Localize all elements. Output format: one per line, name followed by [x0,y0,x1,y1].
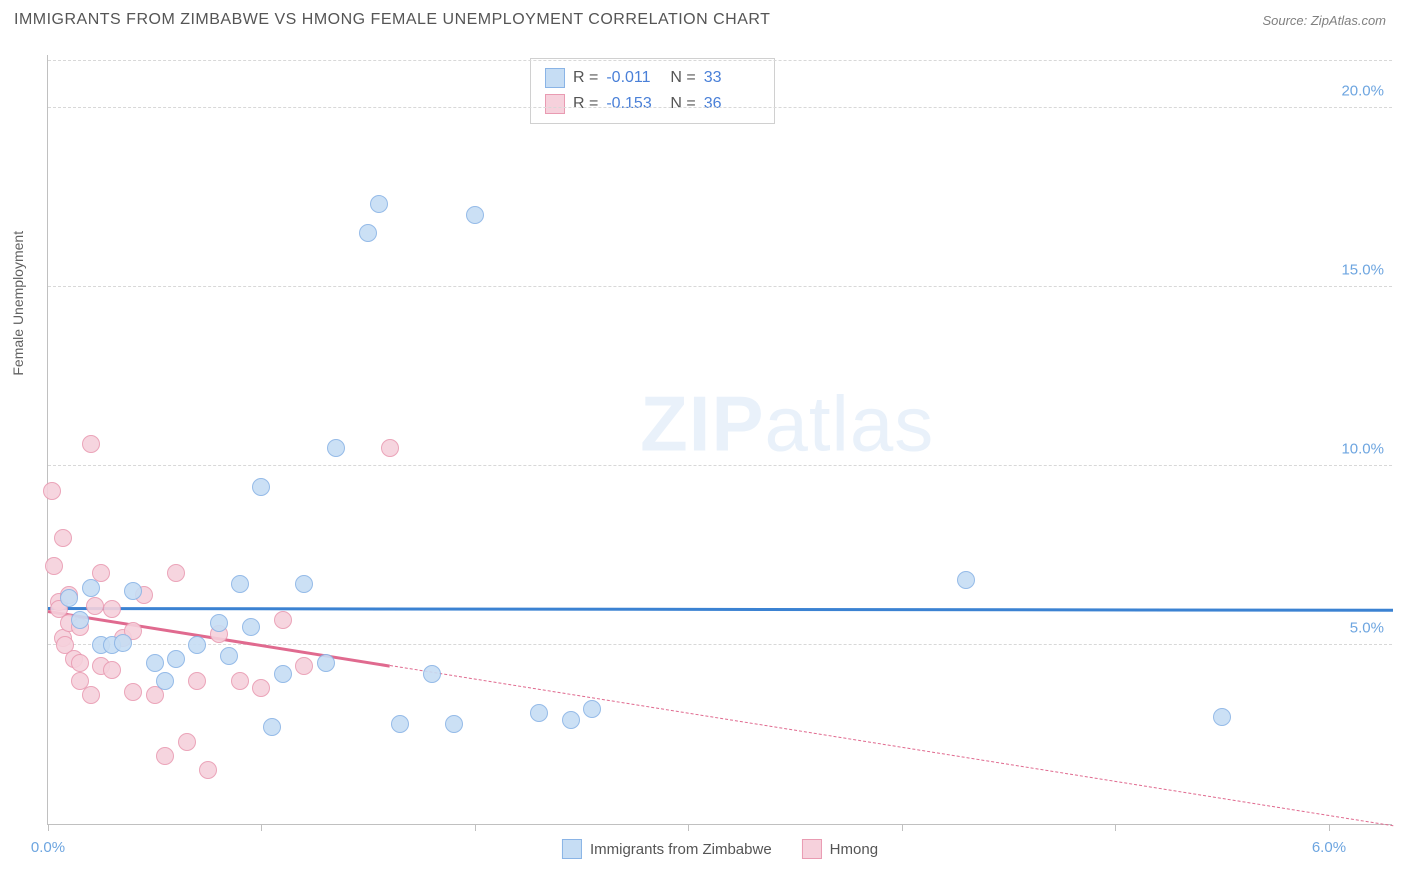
legend-item: Hmong [802,839,878,859]
data-point [60,589,78,607]
x-tick [1329,824,1330,831]
legend-label: Immigrants from Zimbabwe [590,841,772,858]
chart-source: Source: ZipAtlas.com [1262,13,1386,28]
data-point [252,478,270,496]
watermark: ZIPatlas [640,379,934,470]
n-value: 36 [704,91,760,117]
y-tick-label: 20.0% [1341,82,1384,99]
data-point [1213,708,1231,726]
data-point [466,206,484,224]
data-point [327,439,345,457]
data-point [231,575,249,593]
x-tick-label: 6.0% [1312,839,1346,856]
gridline [48,286,1392,287]
data-point [317,654,335,672]
data-point [124,683,142,701]
r-value: -0.011 [606,65,662,91]
legend-swatch [545,68,565,88]
data-point [263,718,281,736]
r-value: -0.153 [606,91,662,117]
data-point [242,618,260,636]
data-point [86,597,104,615]
data-point [167,650,185,668]
data-point [274,611,292,629]
data-point [82,686,100,704]
x-tick-label: 0.0% [31,839,65,856]
x-tick [902,824,903,831]
data-point [54,529,72,547]
data-point [199,761,217,779]
data-point [156,747,174,765]
data-point [381,439,399,457]
data-point [530,704,548,722]
data-point [103,661,121,679]
data-point [114,634,132,652]
data-point [188,672,206,690]
chart-plot-area: ZIPatlas R =-0.011N =33R =-0.153N =36 Im… [47,55,1392,825]
data-point [146,654,164,672]
data-point [359,224,377,242]
data-point [188,636,206,654]
legend-item: Immigrants from Zimbabwe [562,839,772,859]
y-tick-label: 10.0% [1341,440,1384,457]
r-label: R = [573,91,598,117]
data-point [562,711,580,729]
watermark-right: atlas [764,380,934,468]
data-point [156,672,174,690]
trend-line-extrapolated [389,665,1393,826]
gridline [48,60,1392,61]
n-label: N = [670,91,695,117]
data-point [583,700,601,718]
correlation-legend-row: R = -0.153 N = 36 [545,91,760,117]
x-tick [475,824,476,831]
data-point [295,657,313,675]
chart-title: IMMIGRANTS FROM ZIMBABWE VS HMONG FEMALE… [14,11,770,29]
watermark-left: ZIP [640,380,764,468]
n-value: 33 [704,65,760,91]
data-point [957,571,975,589]
data-point [178,733,196,751]
data-point [45,557,63,575]
trend-line [48,607,1393,612]
data-point [370,195,388,213]
data-point [231,672,249,690]
x-tick [261,824,262,831]
data-point [210,614,228,632]
data-point [82,579,100,597]
data-point [220,647,238,665]
n-label: N = [670,65,695,91]
data-point [167,564,185,582]
correlation-legend-row: R = -0.011 N = 33 [545,65,760,91]
gridline [48,465,1392,466]
chart-header: IMMIGRANTS FROM ZIMBABWE VS HMONG FEMALE… [0,0,1406,40]
series-legend: Immigrants from Zimbabwe Hmong [562,839,878,859]
gridline [48,107,1392,108]
data-point [295,575,313,593]
correlation-legend: R = -0.011 N = 33 R = -0.153 N = 36 [530,58,775,124]
data-point [391,715,409,733]
r-label: R = [573,65,598,91]
data-point [124,582,142,600]
data-point [423,665,441,683]
legend-swatch [802,839,822,859]
data-point [252,679,270,697]
x-tick [48,824,49,831]
data-point [71,654,89,672]
legend-label: Hmong [830,841,878,858]
y-tick-label: 15.0% [1341,261,1384,278]
data-point [103,600,121,618]
y-axis-title: Female Unemployment [10,231,26,376]
data-point [43,482,61,500]
data-point [82,435,100,453]
data-point [274,665,292,683]
x-tick [1115,824,1116,831]
legend-swatch [545,94,565,114]
data-point [71,611,89,629]
data-point [445,715,463,733]
legend-swatch [562,839,582,859]
y-tick-label: 5.0% [1350,619,1384,636]
x-tick [688,824,689,831]
